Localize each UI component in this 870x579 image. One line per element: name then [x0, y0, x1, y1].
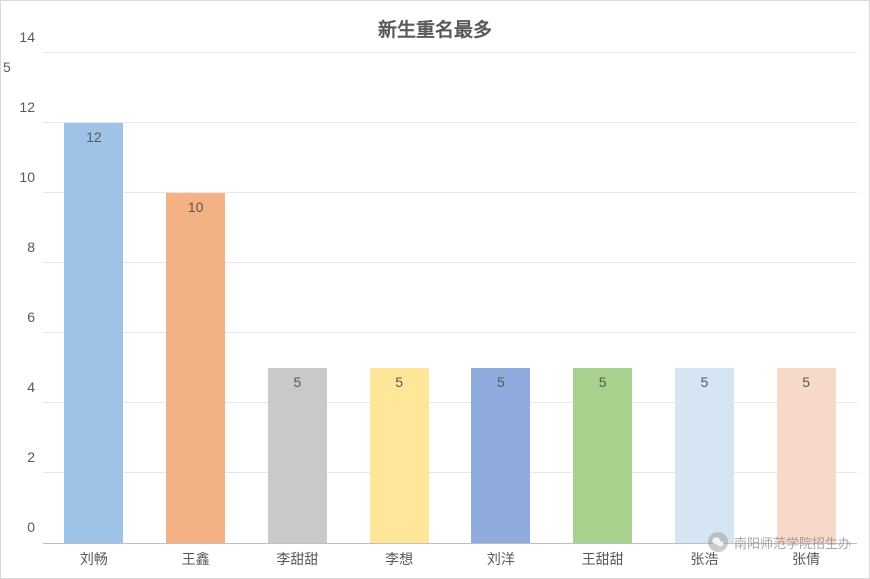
- plot-area: 1210555555 02468101214刘畅王鑫李甜甜李想刘洋王甜甜张浩张倩: [43, 53, 857, 544]
- bar-value-label: 5: [471, 374, 530, 390]
- ytick-label: 10: [19, 169, 35, 185]
- bar: 12: [64, 123, 123, 543]
- ytick-label: 6: [27, 309, 35, 325]
- bar-value-label: 5: [370, 374, 429, 390]
- bar: 10: [166, 193, 225, 543]
- bar-value-label: 5: [573, 374, 632, 390]
- ytick-label: 12: [19, 99, 35, 115]
- bar: 5: [573, 368, 632, 543]
- ytick-label: 14: [19, 29, 35, 45]
- ytick-label: 2: [27, 449, 35, 465]
- xtick-label: 刘畅: [80, 549, 108, 569]
- bar: 5: [675, 368, 734, 543]
- ytick-label: 8: [27, 239, 35, 255]
- bar: 5: [777, 368, 836, 543]
- bar-value-label: 5: [777, 374, 836, 390]
- xtick-label: 王鑫: [182, 549, 210, 569]
- xtick-label: 李想: [385, 549, 413, 569]
- bar-value-label: 5: [675, 374, 734, 390]
- bar: 5: [471, 368, 530, 543]
- bar: 5: [268, 368, 327, 543]
- xtick-label: 张倩: [792, 549, 820, 569]
- ytick-label: 4: [27, 379, 35, 395]
- xtick-label: 刘洋: [487, 549, 515, 569]
- xtick-label: 李甜甜: [276, 549, 318, 569]
- chart-title: 新生重名最多: [1, 15, 869, 42]
- bar-value-label: 12: [64, 129, 123, 145]
- bars-group: 12 10 5 5 5 5 5 5: [43, 53, 857, 543]
- bar-value-label: 5: [268, 374, 327, 390]
- xtick-label: 张浩: [690, 549, 718, 569]
- ytick-label: 0: [27, 519, 35, 535]
- chart-container: 新生重名最多 5 12 10 5 5 5 5 5 5 0 2 4 6 8 10 12 14 刘畅 王鑫 李甜甜 李想…: [0, 0, 870, 579]
- bar: 5: [370, 368, 429, 543]
- bar-value-label: 10: [166, 199, 225, 215]
- xtick-label: 王甜甜: [582, 549, 624, 569]
- y-extra-tick: 5: [3, 59, 11, 75]
